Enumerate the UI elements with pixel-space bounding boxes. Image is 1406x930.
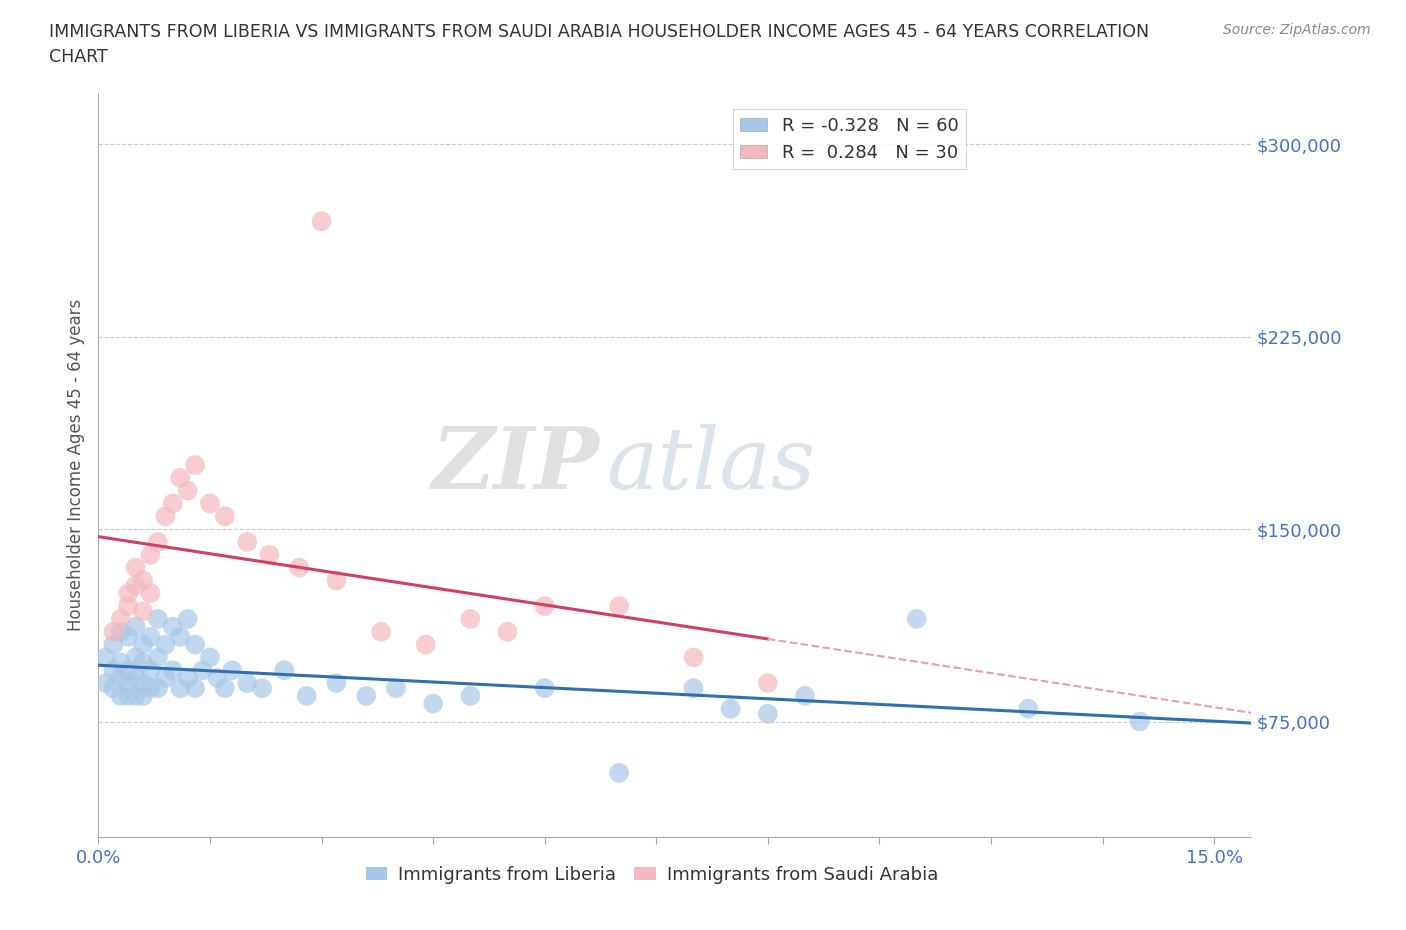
Point [117,599,139,614]
Point [124,688,146,703]
Point [117,630,139,644]
Point [756,707,779,722]
Point [460,612,482,627]
Point [311,214,333,229]
Point [288,560,311,575]
Point [325,675,347,690]
Point [720,701,742,716]
Point [117,688,139,703]
Point [533,681,555,696]
Point [117,663,139,678]
Point [273,663,295,678]
Point [146,612,169,627]
Point [385,681,408,696]
Point [1017,701,1039,716]
Point [533,599,555,614]
Point [132,637,155,652]
Point [139,630,162,644]
Point [250,681,273,696]
Point [103,637,125,652]
Point [139,586,162,601]
Point [682,650,704,665]
Point [110,671,132,685]
Point [155,671,177,685]
Point [132,604,155,618]
Point [184,458,207,472]
Point [162,619,184,634]
Point [460,688,482,703]
Point [1129,714,1152,729]
Point [139,548,162,563]
Point [103,663,125,678]
Point [132,573,155,588]
Point [236,675,259,690]
Point [132,688,155,703]
Point [146,535,169,550]
Point [905,612,928,627]
Point [370,624,392,639]
Point [415,637,437,652]
Point [124,671,146,685]
Point [221,663,243,678]
Point [295,688,318,703]
Point [236,535,259,550]
Text: ZIP: ZIP [432,423,600,507]
Point [124,578,146,593]
Point [110,612,132,627]
Point [117,675,139,690]
Point [169,681,191,696]
Point [110,655,132,670]
Point [354,688,377,703]
Text: atlas: atlas [606,424,815,506]
Point [103,681,125,696]
Point [607,765,630,780]
Point [169,471,191,485]
Point [422,697,444,711]
Point [191,663,214,678]
Legend: Immigrants from Liberia, Immigrants from Saudi Arabia: Immigrants from Liberia, Immigrants from… [359,858,945,891]
Point [132,675,155,690]
Point [496,624,519,639]
Point [176,671,198,685]
Point [146,650,169,665]
Point [259,548,281,563]
Point [198,496,221,511]
Point [607,599,630,614]
Point [146,681,169,696]
Point [184,637,207,652]
Point [214,681,236,696]
Point [184,681,207,696]
Point [207,671,229,685]
Point [198,650,221,665]
Point [162,496,184,511]
Point [139,663,162,678]
Point [155,637,177,652]
Point [132,655,155,670]
Point [682,681,704,696]
Point [162,663,184,678]
Point [214,509,236,524]
Point [176,484,198,498]
Point [110,688,132,703]
Point [325,573,347,588]
Point [124,560,146,575]
Point [94,650,117,665]
Point [169,630,191,644]
Point [139,681,162,696]
Point [117,586,139,601]
Y-axis label: Householder Income Ages 45 - 64 years: Householder Income Ages 45 - 64 years [66,299,84,631]
Point [94,675,117,690]
Point [124,619,146,634]
Point [794,688,817,703]
Text: Source: ZipAtlas.com: Source: ZipAtlas.com [1223,23,1371,37]
Point [103,624,125,639]
Point [155,509,177,524]
Point [124,650,146,665]
Text: IMMIGRANTS FROM LIBERIA VS IMMIGRANTS FROM SAUDI ARABIA HOUSEHOLDER INCOME AGES : IMMIGRANTS FROM LIBERIA VS IMMIGRANTS FR… [49,23,1149,41]
Text: CHART: CHART [49,48,108,66]
Point [110,624,132,639]
Point [176,612,198,627]
Point [756,675,779,690]
